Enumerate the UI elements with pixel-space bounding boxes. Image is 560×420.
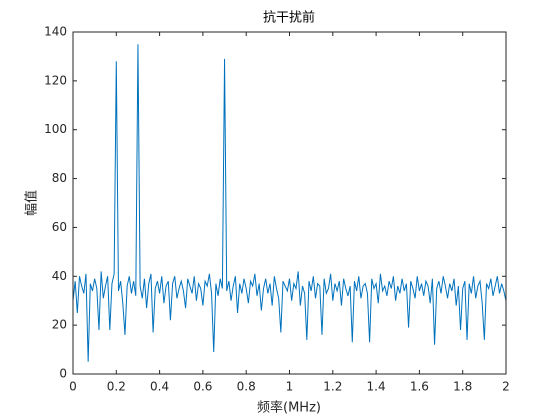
- y-axis-label: 幅值: [24, 190, 40, 216]
- chart-title: 抗干扰前: [263, 10, 315, 26]
- y-tick-label: 40: [52, 269, 67, 283]
- y-tick-label: 100: [44, 122, 67, 136]
- x-tick-label: 1: [286, 380, 294, 394]
- x-tick-label: 1.6: [410, 380, 429, 394]
- x-tick-label: 1.2: [323, 380, 342, 394]
- y-tick-label: 140: [44, 25, 67, 39]
- data-line: [72, 44, 507, 362]
- x-tick-label: 0.6: [193, 380, 212, 394]
- y-tick-label: 80: [52, 171, 67, 185]
- x-tick-label: 0: [69, 380, 77, 394]
- x-axis-label: 频率(MHz): [257, 400, 321, 416]
- x-tick-label: 0.2: [107, 380, 126, 394]
- x-tick-label: 1.8: [453, 380, 472, 394]
- y-tick-label: 60: [52, 220, 67, 234]
- x-tick-label: 0.8: [237, 380, 256, 394]
- y-tick-label: 120: [44, 73, 67, 87]
- x-tick-label: 1.4: [367, 380, 386, 394]
- x-tick-label: 0.4: [150, 380, 169, 394]
- y-tick-label: 0: [59, 367, 67, 381]
- y-tick-label: 20: [52, 318, 67, 332]
- x-tick-label: 2: [502, 380, 510, 394]
